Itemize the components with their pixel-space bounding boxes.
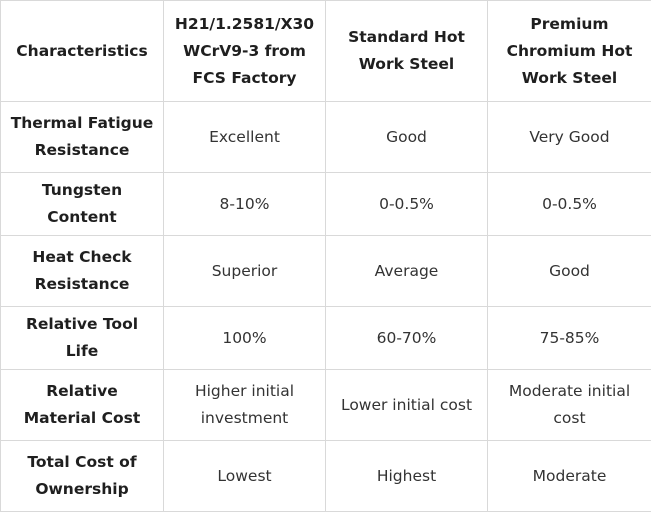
row-label: Relative Material Cost — [1, 370, 164, 441]
table-cell: 100% — [164, 307, 326, 370]
header-standard-hot-work-steel: Standard Hot Work Steel — [326, 1, 488, 102]
row-label: Relative Tool Life — [1, 307, 164, 370]
table-cell: Moderate — [488, 441, 651, 512]
table-row: Relative Tool Life 100% 60-70% 75-85% — [1, 307, 651, 370]
table-cell: Good — [326, 102, 488, 173]
table-row: Total Cost of Ownership Lowest Highest M… — [1, 441, 651, 512]
table-cell: 60-70% — [326, 307, 488, 370]
table-cell: Superior — [164, 236, 326, 307]
table-cell: 0-0.5% — [326, 173, 488, 236]
table-cell: Good — [488, 236, 651, 307]
header-characteristics: Characteristics — [1, 1, 164, 102]
table-header-row: Characteristics H21/1.2581/X30 WCrV9-3 f… — [1, 1, 651, 102]
header-premium-chromium-hot-work-steel: Premium Chromium Hot Work Steel — [488, 1, 651, 102]
table-row: Heat Check Resistance Superior Average G… — [1, 236, 651, 307]
table-row: Relative Material Cost Higher initial in… — [1, 370, 651, 441]
table-cell: Higher initial investment — [164, 370, 326, 441]
table-row: Thermal Fatigue Resistance Excellent Goo… — [1, 102, 651, 173]
table-cell: Lowest — [164, 441, 326, 512]
row-label: Thermal Fatigue Resistance — [1, 102, 164, 173]
table-cell: 0-0.5% — [488, 173, 651, 236]
table-cell: 8-10% — [164, 173, 326, 236]
table-cell: Excellent — [164, 102, 326, 173]
table-cell: Moderate initial cost — [488, 370, 651, 441]
row-label: Total Cost of Ownership — [1, 441, 164, 512]
table-cell: 75-85% — [488, 307, 651, 370]
table-cell: Highest — [326, 441, 488, 512]
table-row: Tungsten Content 8-10% 0-0.5% 0-0.5% — [1, 173, 651, 236]
row-label: Heat Check Resistance — [1, 236, 164, 307]
table-cell: Average — [326, 236, 488, 307]
header-h21-fcs-factory: H21/1.2581/X30 WCrV9-3 from FCS Factory — [164, 1, 326, 102]
row-label: Tungsten Content — [1, 173, 164, 236]
table-cell: Lower initial cost — [326, 370, 488, 441]
table-cell: Very Good — [488, 102, 651, 173]
